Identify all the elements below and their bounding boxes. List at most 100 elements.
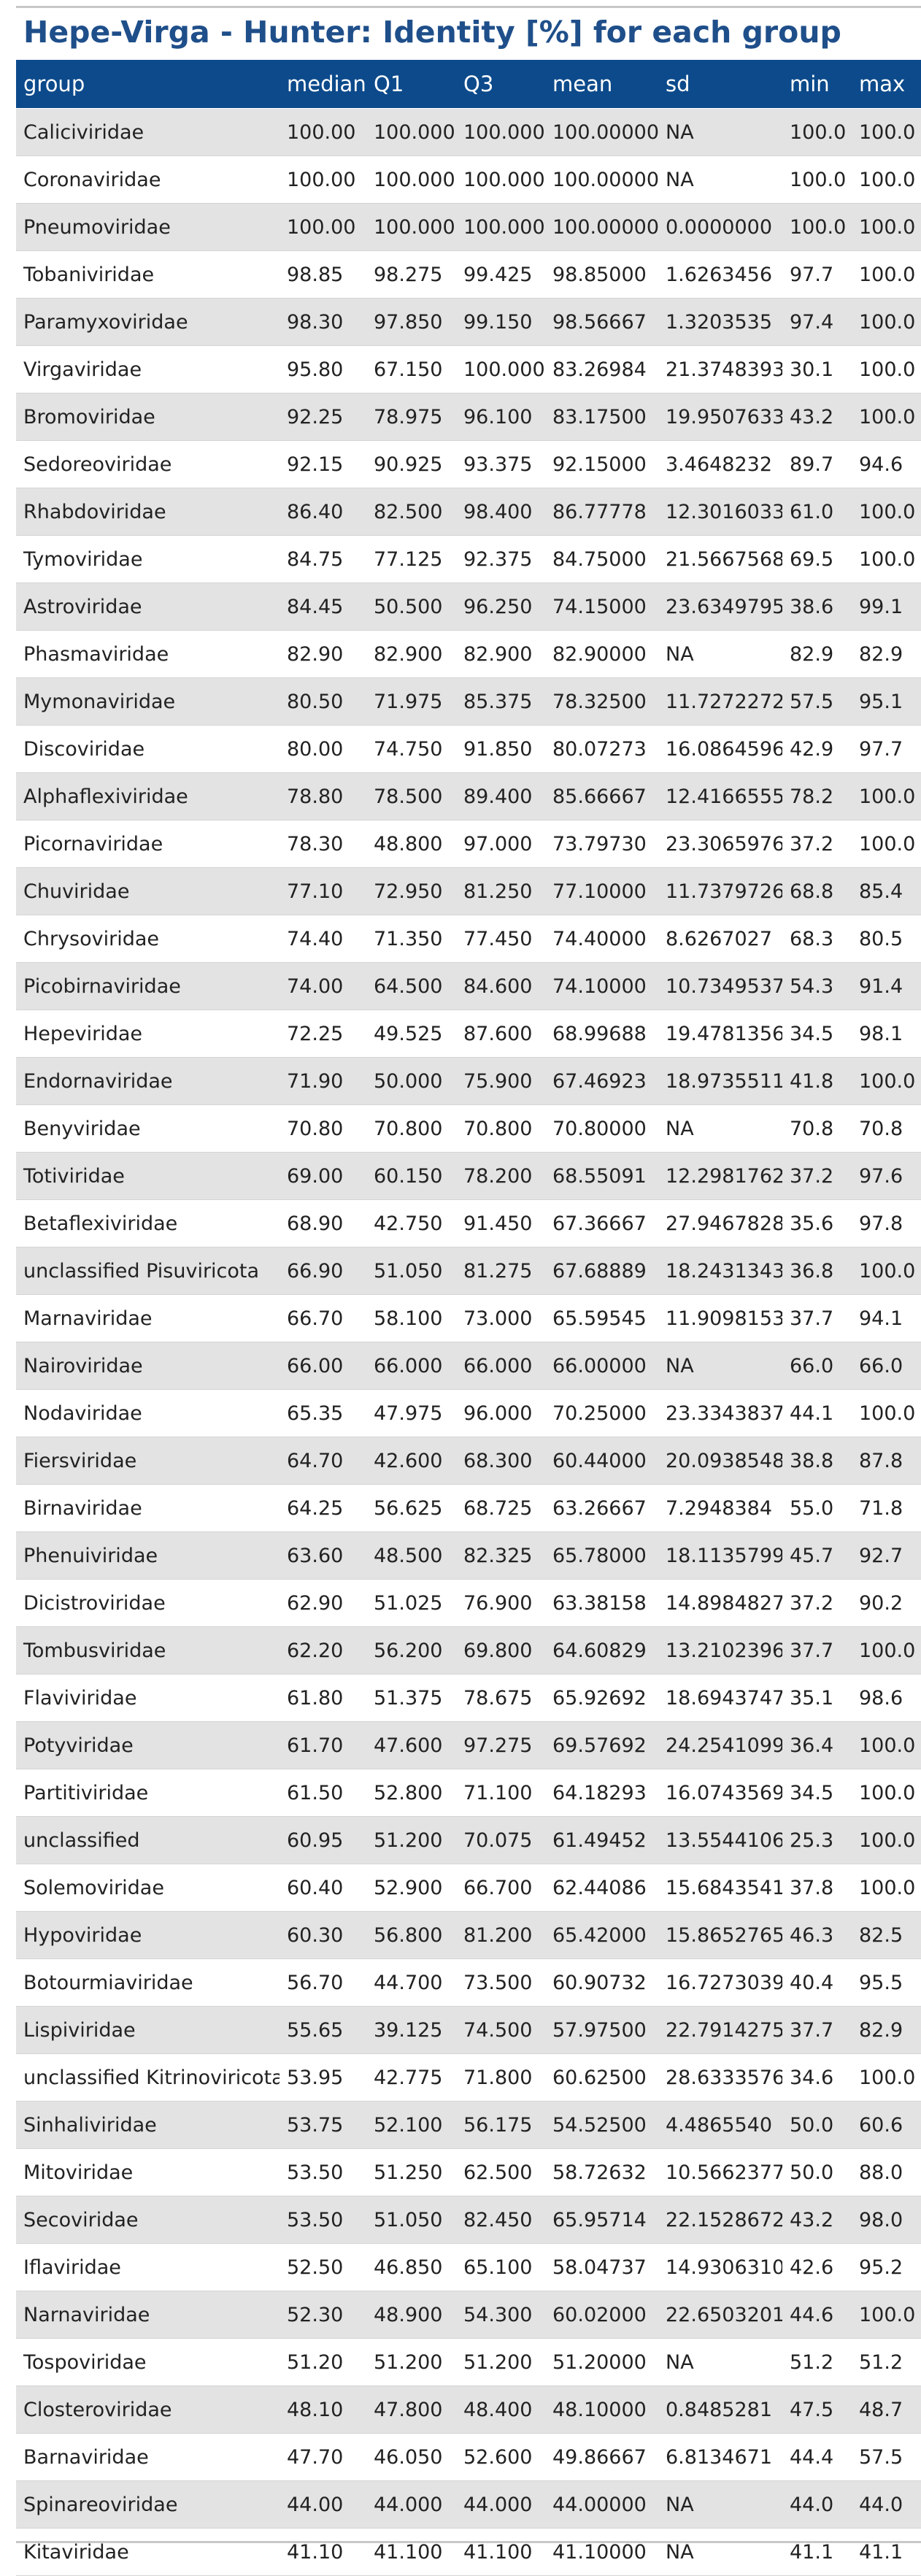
col-header-q3[interactable]: Q3 (456, 60, 545, 109)
median-cell: 41.10 (280, 2528, 366, 2576)
group-cell: Hepeviridae (16, 1010, 280, 1058)
min-cell: 89.7 (782, 440, 852, 488)
q3-cell: 62.500 (456, 2148, 545, 2196)
sd-cell: 0.8485281 (658, 2385, 782, 2434)
sd-cell: 20.0938548 (658, 1437, 782, 1485)
q1-cell: 71.975 (366, 677, 456, 726)
col-header-min[interactable]: min (782, 60, 852, 109)
col-header-group[interactable]: group (16, 60, 280, 109)
col-header-sd[interactable]: sd (658, 60, 782, 109)
mean-cell: 77.10000 (545, 867, 658, 915)
q3-cell: 71.100 (456, 1769, 545, 1817)
q1-cell: 50.500 (366, 583, 456, 631)
mean-cell: 85.66667 (545, 772, 658, 820)
mean-cell: 62.44086 (545, 1864, 658, 1912)
table-row: Paramyxoviridae 98.30 97.850 99.150 98.56667… (16, 298, 921, 346)
sd-cell: 22.6503201 (658, 2291, 782, 2339)
table-row: Rhabdoviridae 86.40 82.500 98.400 86.77778 12… (16, 488, 921, 536)
table-row: Secoviridae 53.50 51.050 82.450 65.95714 22.1… (16, 2196, 921, 2244)
q3-cell: 77.450 (456, 915, 545, 963)
max-cell: 91.4 (852, 962, 921, 1010)
table-row: Mymonaviridae 80.50 71.975 85.375 78.32500 11… (16, 677, 921, 726)
group-cell: Endornaviridae (16, 1057, 280, 1105)
group-cell: Solemoviridae (16, 1864, 280, 1912)
median-cell: 78.80 (280, 772, 366, 820)
table-row: Nodaviridae 65.35 47.975 96.000 70.25000 23.3… (16, 1389, 921, 1437)
q1-cell: 78.975 (366, 393, 456, 441)
median-cell: 77.10 (280, 867, 366, 915)
sd-cell: NA (658, 2528, 782, 2576)
q3-cell: 81.200 (456, 1911, 545, 1959)
min-cell: 42.9 (782, 725, 852, 773)
mean-cell: 60.62500 (545, 2053, 658, 2102)
median-cell: 92.15 (280, 440, 366, 488)
median-cell: 61.50 (280, 1769, 366, 1817)
col-header-q1[interactable]: Q1 (366, 60, 456, 109)
mean-cell: 65.59545 (545, 1294, 658, 1342)
col-header-max[interactable]: max (852, 60, 921, 109)
q3-cell: 66.000 (456, 1342, 545, 1390)
table-row: Betaflexiviridae 68.90 42.750 91.450 67.3666… (16, 1199, 921, 1247)
sd-cell: 19.9507633 (658, 393, 782, 441)
col-header-mean[interactable]: mean (545, 60, 658, 109)
median-cell: 64.25 (280, 1484, 366, 1532)
group-cell: Potyviridae (16, 1721, 280, 1769)
q1-cell: 44.000 (366, 2480, 456, 2529)
sd-cell: 3.4648232 (658, 440, 782, 488)
group-cell: Betaflexiviridae (16, 1199, 280, 1247)
group-cell: Barnaviridae (16, 2433, 280, 2481)
min-cell: 34.6 (782, 2053, 852, 2102)
q1-cell: 98.275 (366, 250, 456, 299)
sd-cell: 28.6333576 (658, 2053, 782, 2102)
max-cell: 100.0 (852, 1864, 921, 1912)
median-cell: 61.70 (280, 1721, 366, 1769)
min-cell: 44.1 (782, 1389, 852, 1437)
mean-cell: 100.00000 (545, 155, 658, 204)
max-cell: 66.0 (852, 1342, 921, 1390)
median-cell: 80.50 (280, 677, 366, 726)
max-cell: 100.0 (852, 488, 921, 536)
mean-cell: 64.18293 (545, 1769, 658, 1817)
min-cell: 61.0 (782, 488, 852, 536)
median-cell: 66.00 (280, 1342, 366, 1390)
mean-cell: 98.56667 (545, 298, 658, 346)
group-cell: Tombusviridae (16, 1626, 280, 1675)
max-cell: 95.2 (852, 2243, 921, 2291)
max-cell: 100.0 (852, 155, 921, 204)
group-cell: Tobaniviridae (16, 250, 280, 299)
group-cell: unclassified (16, 1816, 280, 1864)
page-title: Hepe-Virga - Hunter: Identity [%] for ea… (23, 15, 841, 50)
q3-cell: 78.200 (456, 1152, 545, 1200)
sd-cell: 18.9735511 (658, 1057, 782, 1105)
max-cell: 97.7 (852, 725, 921, 773)
mean-cell: 98.85000 (545, 250, 658, 299)
median-cell: 53.95 (280, 2053, 366, 2102)
min-cell: 37.8 (782, 1864, 852, 1912)
q3-cell: 74.500 (456, 2006, 545, 2054)
q1-cell: 46.850 (366, 2243, 456, 2291)
table-row: Phenuiviridae 63.60 48.500 82.325 65.78000 18… (16, 1531, 921, 1580)
group-cell: Botourmiaviridae (16, 1958, 280, 2007)
sd-cell: NA (658, 155, 782, 204)
q1-cell: 39.125 (366, 2006, 456, 2054)
median-cell: 100.00 (280, 108, 366, 156)
q1-cell: 52.800 (366, 1769, 456, 1817)
col-header-median[interactable]: median (280, 60, 366, 109)
min-cell: 68.3 (782, 915, 852, 963)
min-cell: 44.6 (782, 2291, 852, 2339)
group-cell: Phenuiviridae (16, 1531, 280, 1580)
table-row: Astroviridae 84.45 50.500 96.250 74.15000 23.… (16, 583, 921, 631)
median-cell: 62.90 (280, 1579, 366, 1627)
mean-cell: 58.72632 (545, 2148, 658, 2196)
sd-cell: 15.8652765 (658, 1911, 782, 1959)
sd-cell: 12.2981762 (658, 1152, 782, 1200)
max-cell: 100.0 (852, 535, 921, 583)
max-cell: 100.0 (852, 393, 921, 441)
median-cell: 66.70 (280, 1294, 366, 1342)
q3-cell: 75.900 (456, 1057, 545, 1105)
q3-cell: 85.375 (456, 677, 545, 726)
q1-cell: 47.975 (366, 1389, 456, 1437)
max-cell: 98.1 (852, 1010, 921, 1058)
sd-cell: 22.7914275 (658, 2006, 782, 2054)
q1-cell: 51.250 (366, 2148, 456, 2196)
